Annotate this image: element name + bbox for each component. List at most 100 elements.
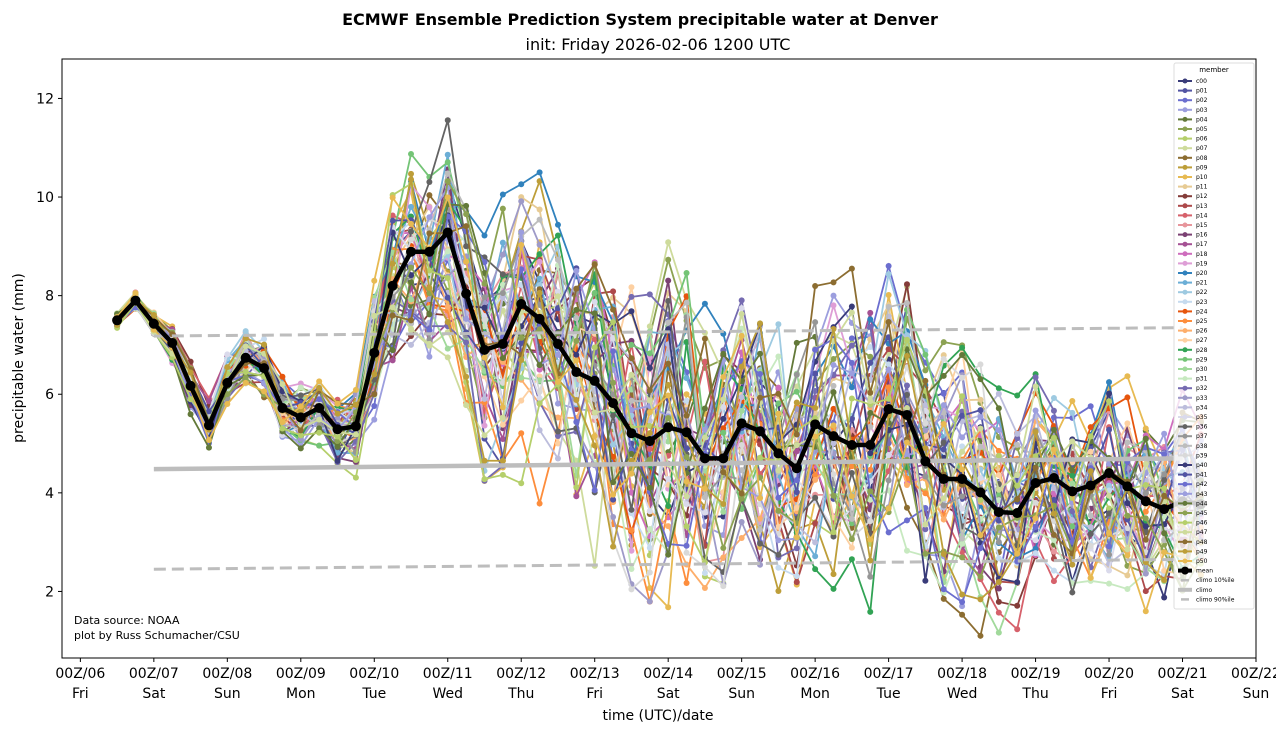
mean-point [865, 440, 876, 451]
member-point [720, 404, 727, 411]
member-point [885, 366, 892, 373]
x-tick-label: 00Z/09 [276, 666, 326, 682]
member-point [1161, 485, 1168, 492]
member-point [940, 446, 947, 453]
legend-entry-p14: p14 [1178, 212, 1208, 219]
member-point [701, 569, 708, 576]
legend-label: p42 [1196, 481, 1208, 488]
member-point [297, 384, 304, 391]
mean-point [203, 420, 214, 431]
mean-point [461, 288, 472, 299]
member-point [1142, 608, 1149, 615]
legend-marker [1182, 280, 1188, 286]
legend-label: p21 [1196, 280, 1208, 287]
member-point [610, 335, 617, 342]
member-point [481, 316, 488, 323]
y-tick-label: 8 [45, 289, 54, 305]
member-point [573, 418, 580, 425]
legend-marker [1182, 232, 1188, 238]
legend-marker [1182, 347, 1188, 353]
member-point [867, 450, 874, 457]
legend-entry-climo-90-ile: climo 90%ile [1181, 596, 1235, 603]
legend-entry-p07: p07 [1178, 145, 1208, 152]
member-point [536, 427, 543, 434]
member-point [885, 346, 892, 353]
member-point [940, 595, 947, 602]
member-point [922, 445, 929, 452]
member-point [995, 585, 1002, 592]
member-point [408, 317, 415, 324]
legend-entry-p08: p08 [1178, 155, 1208, 162]
member-point [1069, 409, 1076, 416]
legend-entry-p32: p32 [1178, 385, 1208, 392]
member-point [830, 471, 837, 478]
member-point [830, 356, 837, 363]
x-tick-label: 00Z/07 [129, 666, 179, 682]
member-point [628, 284, 635, 291]
member-point [408, 228, 415, 235]
member-point [757, 350, 764, 357]
member-point [995, 447, 1002, 454]
member-point [554, 400, 561, 407]
member-point [591, 289, 598, 296]
member-point [959, 374, 966, 381]
legend-label: p09 [1196, 164, 1208, 171]
member-point [444, 178, 451, 185]
mean-point [1067, 486, 1078, 497]
x-tick-label: 00Z/17 [864, 666, 914, 682]
member-point [463, 315, 470, 322]
member-point [959, 466, 966, 473]
member-point [1106, 543, 1113, 550]
member-point [940, 516, 947, 523]
member-point [683, 454, 690, 461]
mean-point [167, 337, 178, 348]
member-point [720, 554, 727, 561]
member-point [499, 251, 506, 258]
member-point [848, 309, 855, 316]
member-point [591, 344, 598, 351]
member-point [334, 443, 341, 450]
member-point [444, 294, 451, 301]
legend-label: c00 [1196, 78, 1207, 85]
member-point [610, 491, 617, 498]
member-point [683, 549, 690, 556]
mean-point [699, 453, 710, 464]
member-point [1014, 441, 1021, 448]
member-point [1069, 397, 1076, 404]
legend-entry-p17: p17 [1178, 241, 1208, 248]
member-point [1069, 480, 1076, 487]
legend-entry-p06: p06 [1178, 136, 1208, 143]
member-point [408, 150, 415, 157]
member-point [426, 267, 433, 274]
member-point [444, 151, 451, 158]
member-point [334, 410, 341, 417]
member-point [536, 290, 543, 297]
member-point [867, 496, 874, 503]
legend-marker [1182, 222, 1188, 228]
member-point [977, 443, 984, 450]
member-point [903, 299, 910, 306]
legend-label: p08 [1196, 155, 1208, 162]
member-point [316, 425, 323, 432]
member-point [316, 396, 323, 403]
member-point [499, 414, 506, 421]
mean-point [571, 367, 582, 378]
mean-point [1122, 481, 1133, 492]
legend-entry-p42: p42 [1178, 481, 1208, 488]
member-point [646, 544, 653, 551]
member-point [701, 405, 708, 412]
mean-point [479, 344, 490, 355]
member-point [610, 513, 617, 520]
member-point [903, 452, 910, 459]
member-point [830, 382, 837, 389]
chart-title: ECMWF Ensemble Prediction System precipi… [342, 10, 938, 29]
member-point [757, 441, 764, 448]
member-point [518, 356, 525, 363]
legend-entry-mean: mean [1178, 566, 1213, 575]
member-point [150, 311, 157, 318]
x-tick-label: 00Z/11 [423, 666, 473, 682]
member-point [297, 403, 304, 410]
legend-entry-climo: climo [1178, 587, 1212, 594]
member-point [977, 475, 984, 482]
legend-label: p28 [1196, 347, 1208, 354]
